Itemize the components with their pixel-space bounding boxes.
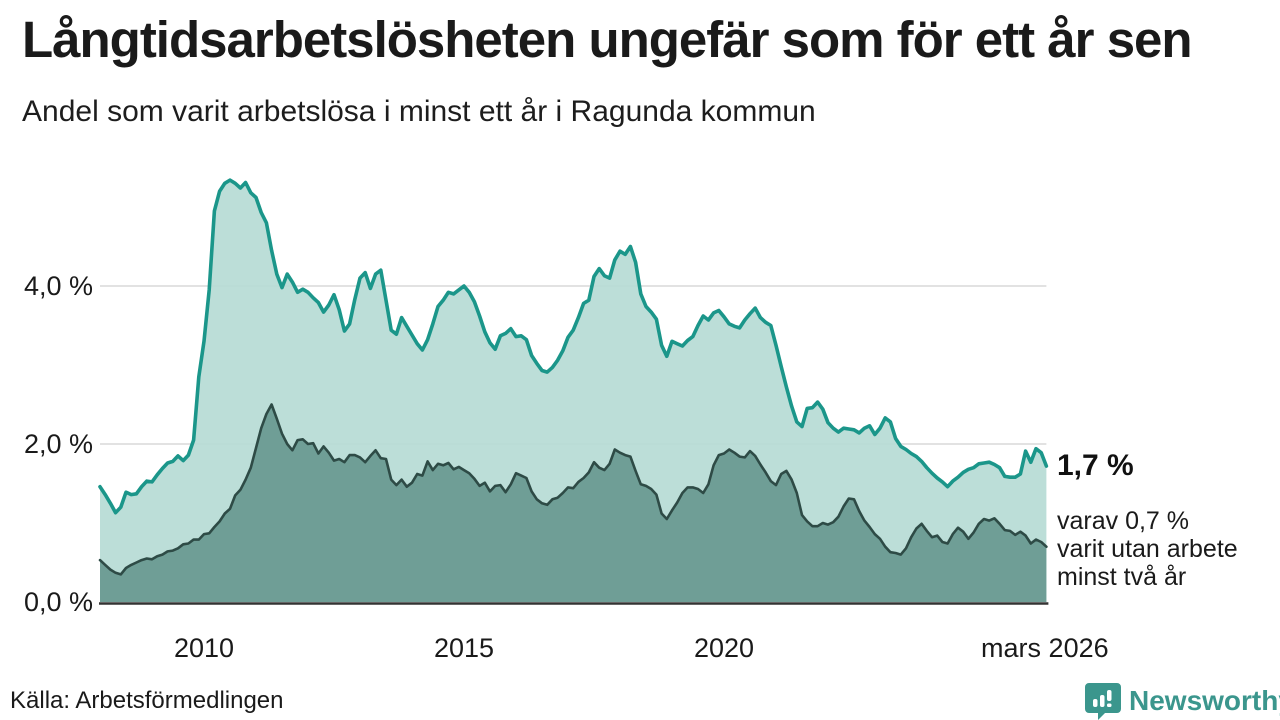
annotation-line-1: varav 0,7 % <box>1057 507 1190 535</box>
source-caption: Källa: Arbetsförmedlingen <box>10 687 284 714</box>
x-tick-label: mars 2026 <box>981 633 1109 663</box>
brand-logo: Newsworthy <box>1085 682 1280 720</box>
annotation-latest-value: 1,7 % <box>1057 449 1277 483</box>
x-tick-label: 2015 <box>434 633 494 663</box>
line-min-two-years <box>98 403 1048 576</box>
page-subtitle: Andel som varit arbetslösa i minst ett å… <box>22 95 816 128</box>
x-tick-label: 2010 <box>174 633 234 663</box>
y-tick-label: 4,0 % <box>24 271 93 301</box>
x-tick-label: 2020 <box>694 633 754 663</box>
annotation-line-2: varit utan arbete <box>1057 535 1238 563</box>
newsworthy-logo-icon <box>1085 683 1121 720</box>
annotation-secondary: varav 0,7 % varit utan arbete minst två … <box>1057 507 1238 591</box>
annotation-line-3: minst två år <box>1057 563 1187 591</box>
y-tick-label: 2,0 % <box>24 429 93 459</box>
latest-value-label: 1,7 % <box>1057 449 1134 482</box>
brand-wordmark: Newsworthy <box>1129 685 1280 716</box>
area-min-two-years <box>100 404 1047 602</box>
line-min-one-year <box>98 178 1049 515</box>
y-tick-label: 0,0 % <box>24 587 93 617</box>
page-title: Långtidsarbetslösheten ungefär som för e… <box>22 11 1193 68</box>
